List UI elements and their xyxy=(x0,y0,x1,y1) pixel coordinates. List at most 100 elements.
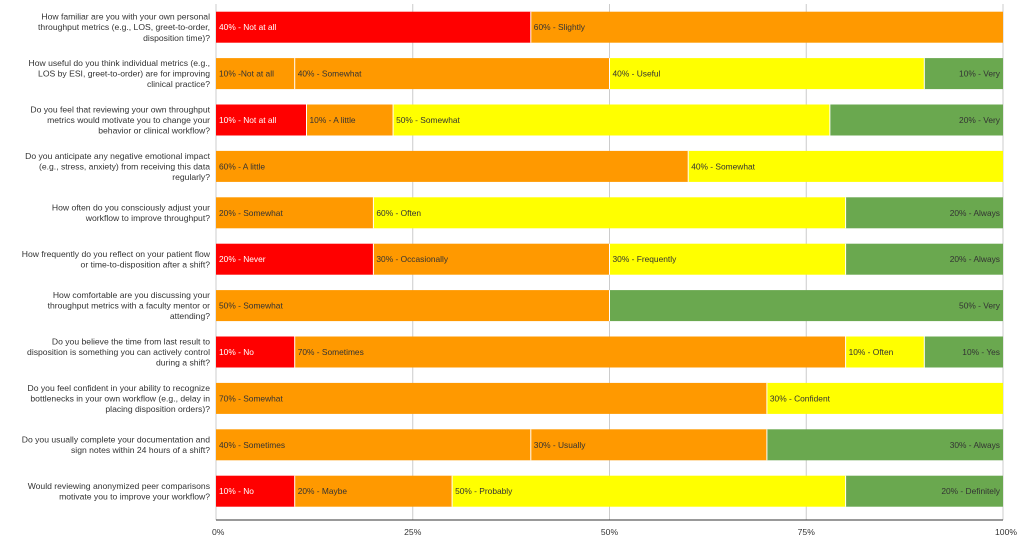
bar-segment xyxy=(530,429,767,461)
data-label: 70% - Sometimes xyxy=(298,347,364,357)
data-label: 50% - Somewhat xyxy=(396,115,460,125)
data-label: 10% -Not at all xyxy=(219,69,274,79)
bar-segment xyxy=(530,11,1003,43)
data-label: 70% - Somewhat xyxy=(219,393,283,403)
bars: 40% - Not at all 60% - Slightly 10% -Not a… xyxy=(216,11,1003,507)
bar-segment xyxy=(294,58,610,90)
data-label: 30% - Always xyxy=(950,440,1000,450)
data-label: 20% - Always xyxy=(950,254,1000,264)
question-label-line: regularly? xyxy=(172,172,210,182)
question-label-line: Do you usually complete your documentati… xyxy=(22,435,210,445)
question-label-line: placing disposition orders)? xyxy=(105,404,210,414)
bar-segment xyxy=(306,104,394,136)
question-label-line: disposition time)? xyxy=(143,33,210,43)
bar-segment xyxy=(924,336,1003,368)
data-label: 20% - Always xyxy=(950,208,1000,218)
bar-segment xyxy=(609,243,846,275)
x-tick-label: 0% xyxy=(212,527,225,537)
data-label: 60% - Slightly xyxy=(534,22,586,32)
x-tick-label: 75% xyxy=(798,527,816,537)
question-label-line: throughput metrics with a faculty mentor… xyxy=(48,301,211,311)
data-label: 60% - A little xyxy=(219,161,265,171)
question-label-line: workflow to improve throughput? xyxy=(85,213,210,223)
data-label: 30% - Confident xyxy=(770,393,831,403)
bar-segment xyxy=(216,429,531,461)
data-label: 40% - Somewhat xyxy=(691,161,755,171)
bar-segment xyxy=(294,336,846,368)
data-label: 30% - Usually xyxy=(534,440,586,450)
bar-segment xyxy=(845,243,1003,275)
data-label: 10% - No xyxy=(219,347,254,357)
data-label: 20% - Never xyxy=(219,254,266,264)
x-tick-label: 50% xyxy=(601,527,619,537)
question-label-line: LOS by ESI, greet-to-order) are for impr… xyxy=(38,69,210,79)
question-label-line: How often do you consciously adjust your xyxy=(52,203,210,213)
question-label-line: How frequently do you reflect on your pa… xyxy=(22,249,211,259)
data-label: 20% - Definitely xyxy=(941,486,1000,496)
bar-segment xyxy=(845,475,1003,507)
data-label: 30% - Occasionally xyxy=(376,254,448,264)
data-label: 30% - Frequently xyxy=(613,254,678,264)
data-label: 20% - Maybe xyxy=(298,486,348,496)
bar-segment xyxy=(216,336,295,368)
bar-segment xyxy=(216,382,767,414)
question-labels: How familiar are you with your own perso… xyxy=(22,12,211,502)
x-tick-label: 100% xyxy=(995,527,1017,537)
question-label-line: (e.g., stress, anxiety) from receiving t… xyxy=(39,161,210,171)
question-label-line: clinical practice? xyxy=(147,79,210,89)
data-label: 40% - Not at all xyxy=(219,22,276,32)
bar-segment xyxy=(216,11,531,43)
data-label: 10% - Very xyxy=(959,69,1001,79)
data-label: 10% - Not at all xyxy=(219,115,276,125)
bar-segment xyxy=(766,382,1003,414)
x-axis-ticks: 0% 25% 50% 75% 100% xyxy=(212,527,1017,537)
bar-segment xyxy=(766,429,1003,461)
question-label-line: How useful do you think individual metri… xyxy=(28,58,210,68)
x-tick-label: 25% xyxy=(404,527,422,537)
bar-segment xyxy=(216,150,689,182)
bar-segment xyxy=(845,336,925,368)
data-label: 50% - Somewhat xyxy=(219,301,283,311)
data-label: 50% - Probably xyxy=(455,486,513,496)
bar-segment xyxy=(216,58,295,90)
question-label-line: or time-to-disposition after a shift? xyxy=(81,260,211,270)
bar-segment xyxy=(373,197,846,229)
bar-segment xyxy=(294,475,453,507)
bar-segment xyxy=(373,243,610,275)
question-label-line: Would reviewing anonymized peer comparis… xyxy=(28,481,210,491)
question-label-line: during a shift? xyxy=(156,358,210,368)
bar-segment xyxy=(216,475,295,507)
question-label-line: sign notes within 24 hours of a shift? xyxy=(71,445,210,455)
bar-segment xyxy=(829,104,1003,136)
data-label: 50% - Very xyxy=(959,301,1001,311)
bar-segment xyxy=(688,150,1003,182)
question-label-line: throughput metrics (e.g., LOS, greet-to-… xyxy=(38,22,210,32)
bar-segment xyxy=(609,290,1003,322)
data-label: 20% - Very xyxy=(959,115,1001,125)
data-label: 40% - Somewhat xyxy=(298,69,362,79)
question-label-line: Do you believe the time from last result… xyxy=(52,336,210,346)
data-label: 40% - Sometimes xyxy=(219,440,285,450)
question-label-line: behavior or clinical workflow? xyxy=(98,126,210,136)
question-label-line: bottlenecks in your own workflow (e.g., … xyxy=(30,393,210,403)
question-label-line: metrics would motivate you to change you… xyxy=(47,115,210,125)
data-label: 10% - Yes xyxy=(962,347,1000,357)
bar-segment xyxy=(452,475,846,507)
question-label-line: Do you anticipate any negative emotional… xyxy=(25,151,210,161)
question-label-line: How comfortable are you discussing your xyxy=(53,290,210,300)
question-label-line: attending? xyxy=(170,311,210,321)
data-label: 10% - A little xyxy=(310,115,356,125)
data-label: 40% - Useful xyxy=(613,69,661,79)
question-label-line: motivate you to improve your workflow? xyxy=(59,492,210,502)
bar-segment xyxy=(845,197,1003,229)
data-label: 10% - Often xyxy=(849,347,894,357)
bar-segment xyxy=(924,58,1003,90)
data-label: 20% - Somewhat xyxy=(219,208,283,218)
question-label-line: Do you feel confident in your ability to… xyxy=(28,383,211,393)
question-label-line: How familiar are you with your own perso… xyxy=(41,12,210,22)
question-label-line: disposition is something you can activel… xyxy=(27,347,210,357)
bar-segment xyxy=(393,104,830,136)
bar-segment xyxy=(609,58,925,90)
bar-segment xyxy=(216,243,374,275)
